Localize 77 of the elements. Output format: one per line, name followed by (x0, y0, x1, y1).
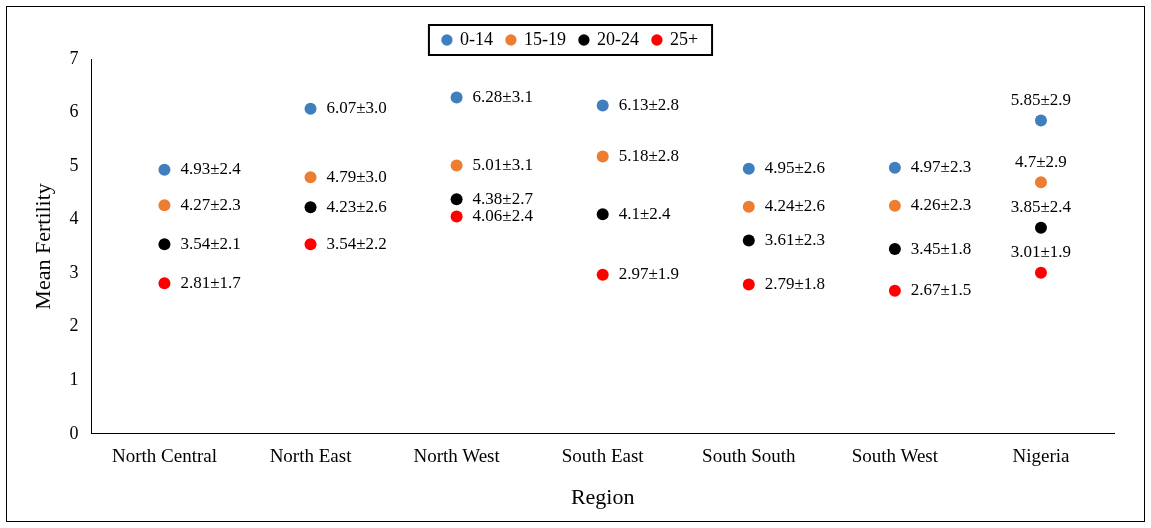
data-label: 4.38±2.7 (472, 188, 534, 208)
y-axis-title: Mean Fertility (29, 183, 55, 310)
point (888, 243, 901, 256)
x-tick-label: South South (702, 445, 796, 467)
point (742, 162, 755, 175)
point (158, 277, 171, 290)
x-tick-label: North West (413, 445, 501, 467)
point (742, 278, 755, 291)
point (304, 171, 317, 184)
data-label: 2.67±1.5 (910, 280, 972, 300)
data-label: 4.27±2.3 (180, 194, 241, 214)
point (304, 201, 317, 214)
y-tick-label: 6 (69, 101, 79, 122)
point (158, 163, 171, 176)
y-tick-label: 2 (69, 315, 79, 336)
data-label: 4.26±2.3 (910, 195, 972, 215)
data-label: 4.95±2.6 (764, 158, 826, 178)
point (1034, 221, 1047, 234)
x-tick-label: South West (851, 445, 939, 467)
data-label: 3.54±2.2 (326, 233, 387, 253)
data-label: 5.85±2.9 (1010, 90, 1072, 110)
legend-label: 15-19 (523, 28, 566, 49)
point (596, 268, 609, 281)
legend-label: 20-24 (596, 28, 639, 49)
data-label: 4.79±3.0 (326, 166, 387, 186)
x-tick-label: North Central (111, 445, 217, 467)
y-tick-label: 4 (69, 208, 79, 229)
x-tick-label: South East (561, 445, 645, 467)
data-label: 4.93±2.4 (180, 159, 242, 179)
point (304, 238, 317, 251)
data-label: 4.97±2.3 (910, 157, 972, 177)
data-label: 3.61±2.3 (764, 229, 826, 249)
point (450, 91, 463, 104)
point (1034, 114, 1047, 127)
data-label: 4.7±2.9 (1015, 151, 1067, 171)
data-label: 2.79±1.8 (764, 273, 826, 293)
y-tick-label: 3 (69, 261, 79, 282)
point (596, 208, 609, 221)
point (304, 102, 317, 115)
point (1034, 266, 1047, 279)
point (1034, 176, 1047, 189)
y-tick-label: 5 (69, 154, 79, 175)
data-label: 3.45±1.8 (910, 238, 972, 258)
data-label: 4.1±2.4 (618, 203, 672, 223)
data-label: 2.81±1.7 (180, 272, 242, 292)
data-label: 5.18±2.8 (618, 145, 680, 165)
point (742, 234, 755, 247)
y-tick-label: 0 (69, 422, 79, 443)
data-label: 2.97±1.9 (618, 264, 680, 284)
point (450, 193, 463, 206)
point (596, 150, 609, 163)
point (450, 210, 463, 223)
x-tick-label: North East (269, 445, 353, 467)
point (742, 200, 755, 213)
point (888, 199, 901, 212)
legend-label: 25+ (669, 28, 699, 49)
data-label: 5.01±3.1 (472, 155, 533, 175)
x-axis-title: Region (570, 483, 635, 509)
legend-label: 0-14 (459, 28, 493, 49)
data-label: 4.06±2.4 (472, 205, 534, 225)
x-tick-label: Nigeria (1012, 445, 1070, 467)
data-label: 4.24±2.6 (764, 196, 826, 216)
data-label: 4.23±2.6 (326, 196, 387, 216)
data-label: 3.85±2.4 (1010, 197, 1072, 217)
data-label: 6.13±2.8 (618, 95, 680, 115)
point (888, 161, 901, 174)
data-label: 3.01±1.9 (1010, 242, 1072, 262)
point (158, 199, 171, 212)
y-tick-label: 1 (69, 368, 79, 389)
point (450, 159, 463, 172)
data-label: 6.07±3.0 (326, 98, 387, 118)
y-tick-label: 7 (69, 47, 79, 68)
point (158, 238, 171, 251)
point (888, 284, 901, 297)
data-label: 3.54±2.1 (180, 233, 241, 253)
point (596, 99, 609, 112)
data-label: 6.28±3.1 (472, 87, 533, 107)
